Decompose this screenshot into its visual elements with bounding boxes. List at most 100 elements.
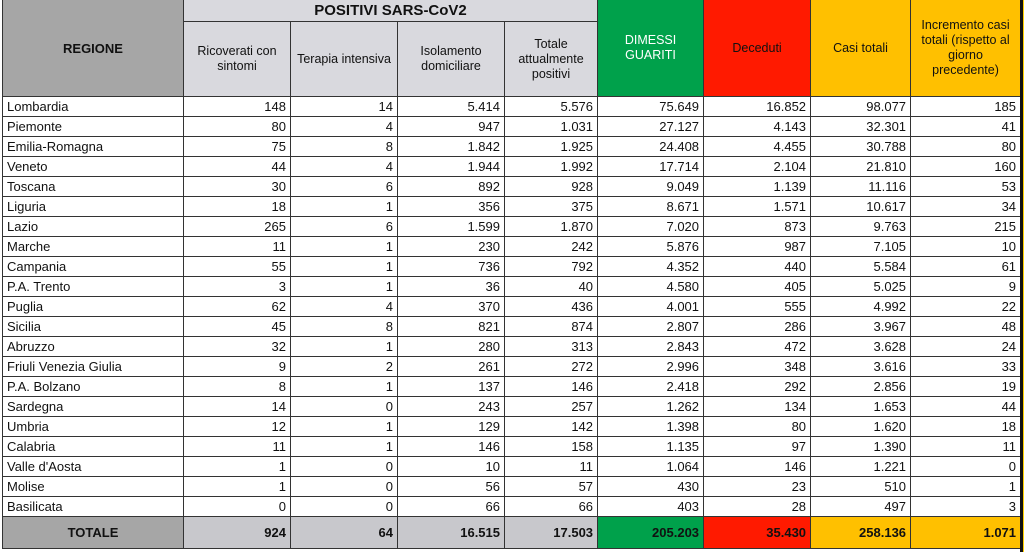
cell-casi-totali: 30.788	[810, 136, 912, 157]
cell-incremento: 33	[910, 356, 1022, 377]
cell-terapia: 8	[290, 136, 398, 157]
cell-casi-totali: 7.105	[810, 236, 912, 257]
table-row: Friuli Venezia Giulia 9 2 261 272 2.996 348 3.6…	[2, 356, 1022, 377]
cell-totale-positivi: 40	[503, 276, 599, 297]
cell-totale-positivi: 1.992	[503, 156, 599, 177]
cell-totale-positivi: 1.031	[503, 116, 599, 137]
cell-terapia: 64	[290, 516, 398, 549]
cell-totale-positivi: 272	[503, 356, 599, 377]
table-row: P.A. Bolzano 8 1 137 146 2.418 292 2.856 19	[2, 376, 1022, 397]
cell-dimessi: 7.020	[597, 216, 705, 237]
table-row: Molise 1 0 56 57 430 23 510 1	[2, 476, 1022, 497]
header-deceduti: Deceduti	[703, 0, 812, 97]
cell-deceduti: 472	[703, 336, 812, 357]
cell-totale-positivi: 1.925	[503, 136, 599, 157]
cell-incremento: 53	[910, 176, 1022, 197]
cell-casi-totali: 4.992	[810, 296, 912, 317]
cell-terapia: 2	[290, 356, 398, 377]
cell-incremento: 44	[910, 396, 1022, 417]
cell-terapia: 1	[290, 376, 398, 397]
cell-ricoverati: 75	[183, 136, 291, 157]
cell-ricoverati: 30	[183, 176, 291, 197]
cell-incremento: 19	[910, 376, 1022, 397]
cell-dimessi: 2.807	[597, 316, 705, 337]
cell-terapia: 0	[290, 496, 398, 517]
cell-isolamento: 821	[397, 316, 505, 337]
cell-ricoverati: 924	[183, 516, 291, 549]
cell-region-name: Lombardia	[2, 96, 184, 117]
cell-terapia: 1	[290, 236, 398, 257]
cell-dimessi: 24.408	[597, 136, 705, 157]
table-row: Sicilia 45 8 821 874 2.807 286 3.967 48	[2, 316, 1022, 337]
cell-dimessi: 2.418	[597, 376, 705, 397]
cell-totale-positivi: 313	[503, 336, 599, 357]
cell-casi-totali: 497	[810, 496, 912, 517]
cell-region-name: Puglia	[2, 296, 184, 317]
cell-region-name: Toscana	[2, 176, 184, 197]
cell-isolamento: 5.414	[397, 96, 505, 117]
cell-region-name: P.A. Bolzano	[2, 376, 184, 397]
cell-dimessi: 430	[597, 476, 705, 497]
cell-incremento: 11	[910, 436, 1022, 457]
cell-isolamento: 736	[397, 256, 505, 277]
cell-casi-totali: 21.810	[810, 156, 912, 177]
cell-dimessi: 4.001	[597, 296, 705, 317]
cell-terapia: 4	[290, 296, 398, 317]
table-right-border	[1020, 0, 1023, 552]
cell-casi-totali: 5.584	[810, 256, 912, 277]
cell-incremento: 0	[910, 456, 1022, 477]
cell-terapia: 4	[290, 116, 398, 137]
cell-region-name: Calabria	[2, 436, 184, 457]
cell-region-name: Marche	[2, 236, 184, 257]
header-terapia: Terapia intensiva	[290, 21, 398, 97]
cell-terapia: 1	[290, 436, 398, 457]
cell-terapia: 0	[290, 456, 398, 477]
cell-incremento: 18	[910, 416, 1022, 437]
cell-terapia: 0	[290, 476, 398, 497]
cell-dimessi: 1.262	[597, 396, 705, 417]
cell-isolamento: 146	[397, 436, 505, 457]
cell-deceduti: 348	[703, 356, 812, 377]
cell-casi-totali: 32.301	[810, 116, 912, 137]
table-row: Piemonte 80 4 947 1.031 27.127 4.143 32.301 41	[2, 116, 1022, 137]
cell-incremento: 80	[910, 136, 1022, 157]
cell-isolamento: 230	[397, 236, 505, 257]
cell-ricoverati: 62	[183, 296, 291, 317]
cell-incremento: 22	[910, 296, 1022, 317]
cell-terapia: 1	[290, 416, 398, 437]
cell-deceduti: 97	[703, 436, 812, 457]
cell-deceduti: 4.455	[703, 136, 812, 157]
cell-isolamento: 56	[397, 476, 505, 497]
cell-terapia: 6	[290, 216, 398, 237]
table-row: P.A. Trento 3 1 36 40 4.580 405 5.025 9	[2, 276, 1022, 297]
cell-isolamento: 370	[397, 296, 505, 317]
cell-dimessi: 1.398	[597, 416, 705, 437]
cell-totale-positivi: 1.870	[503, 216, 599, 237]
cell-isolamento: 892	[397, 176, 505, 197]
table-row: Sardegna 14 0 243 257 1.262 134 1.653 44	[2, 396, 1022, 417]
cell-region-name: P.A. Trento	[2, 276, 184, 297]
cell-totale-positivi: 146	[503, 376, 599, 397]
cell-incremento: 1	[910, 476, 1022, 497]
cell-isolamento: 66	[397, 496, 505, 517]
table-row: Puglia 62 4 370 436 4.001 555 4.992 22	[2, 296, 1022, 317]
cell-isolamento: 243	[397, 396, 505, 417]
cell-casi-totali: 98.077	[810, 96, 912, 117]
cell-isolamento: 947	[397, 116, 505, 137]
cell-terapia: 4	[290, 156, 398, 177]
cell-dimessi: 1.135	[597, 436, 705, 457]
cell-dimessi: 5.876	[597, 236, 705, 257]
cell-dimessi: 205.203	[597, 516, 705, 549]
table-row: Toscana 30 6 892 928 9.049 1.139 11.116 53	[2, 176, 1022, 197]
cell-deceduti: 405	[703, 276, 812, 297]
cell-deceduti: 134	[703, 396, 812, 417]
total-row: TOTALE 924 64 16.515 17.503 205.203 35.430 258.…	[2, 516, 1022, 549]
cell-totale-positivi: 242	[503, 236, 599, 257]
cell-region-name: Piemonte	[2, 116, 184, 137]
cell-totale-positivi: 17.503	[503, 516, 599, 549]
cell-incremento: 61	[910, 256, 1022, 277]
cell-dimessi: 4.580	[597, 276, 705, 297]
table-row: Lombardia 148 14 5.414 5.576 75.649 16.852 98.0…	[2, 96, 1022, 117]
cell-region-name: TOTALE	[2, 516, 184, 549]
cell-casi-totali: 11.116	[810, 176, 912, 197]
